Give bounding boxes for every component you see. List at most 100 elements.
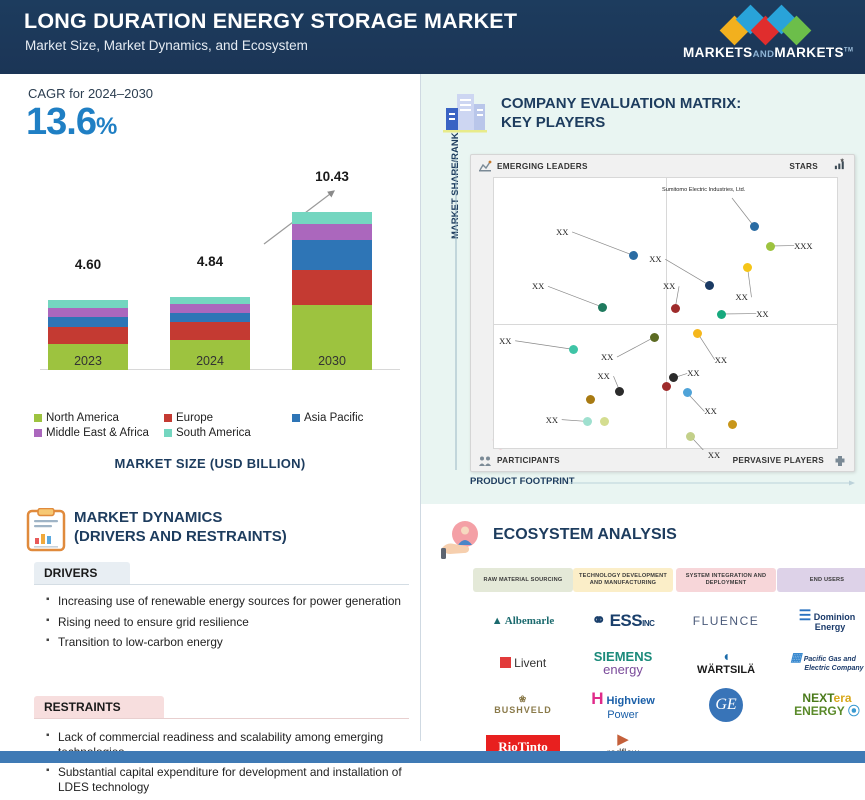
matrix-company-label: XX [708, 450, 720, 460]
restraint-bullet: Substantial capital expenditure for deve… [46, 765, 406, 794]
matrix-company-label: XX [704, 406, 716, 416]
restraints-tab[interactable]: RESTRAINTS [34, 696, 164, 718]
legend-item-north-america: North America [34, 412, 164, 424]
restraints-tab-label: RESTRAINTS [44, 700, 121, 714]
ecosystem-column: RAW MATERIAL SOURCING ▲ Albemarle Livent❀… [473, 568, 573, 770]
matrix-title: COMPANY EVALUATION MATRIX: KEY PLAYERS [501, 94, 841, 132]
logo-wordmark: MARKETSANDMARKETSTM [683, 45, 843, 60]
bar-segment [170, 297, 250, 304]
y-axis-arrow-icon [455, 158, 457, 470]
ecosystem-logo-list: FLUENCE ◖WÄRTSILÄ GE [676, 602, 776, 724]
drivers-tab[interactable]: DRIVERS [34, 562, 130, 584]
matrix-company-dot[interactable] [671, 304, 680, 313]
company-logo-text: ▲ Albemarle [492, 615, 555, 627]
emerging-leaders-icon [478, 160, 492, 172]
matrix-company-label: XX [736, 292, 748, 302]
bar-value-label: 4.60 [28, 257, 148, 272]
buildings-icon [441, 90, 489, 136]
matrix-company-dot[interactable] [600, 417, 609, 426]
page-header: LONG DURATION ENERGY STORAGE MARKET Mark… [0, 0, 865, 74]
legend-label-asia-pacific: Asia Pacific [304, 412, 363, 424]
matrix-company-dot[interactable] [650, 333, 659, 342]
matrix-company-dot[interactable] [569, 345, 578, 354]
matrix-company-label: XX [663, 281, 675, 291]
matrix-company-dot[interactable] [583, 417, 592, 426]
matrix-company-dot[interactable] [598, 303, 607, 312]
quadrant-label-pervasive-players: PERVASIVE PLAYERS [733, 456, 824, 465]
legend-label-south-america: South America [176, 427, 251, 439]
drivers-list: Increasing use of renewable energy sourc… [46, 594, 406, 656]
matrix-company-label: XXX [794, 241, 812, 251]
matrix-company-label: XX [601, 352, 613, 362]
x-axis-arrow-icon [569, 480, 855, 486]
company-logo: ◖WÄRTSILÄ [676, 644, 776, 682]
company-logo-text: Livent [500, 656, 546, 670]
matrix-company-dot[interactable] [705, 281, 714, 290]
market-dynamics-title: MARKET DYNAMICS (DRIVERS AND RESTRAINTS) [74, 508, 404, 546]
cagr-value: 13.6% [26, 101, 116, 144]
legend-row-2: Middle East & Africa South America [34, 427, 404, 439]
legend-item-south-america: South America [164, 427, 251, 439]
company-evaluation-matrix-section: COMPANY EVALUATION MATRIX: KEY PLAYERS M… [421, 74, 865, 504]
marketsandmarkets-logo: MARKETSANDMARKETSTM [683, 8, 843, 66]
restraints-divider [34, 718, 409, 719]
ecosystem-column-header: END USERS [777, 568, 865, 592]
company-logo: ⚭ ESSINC [573, 602, 673, 640]
matrix-company-dot[interactable] [728, 420, 737, 429]
matrix-company-label: XX [598, 371, 610, 381]
matrix-company-dot[interactable] [662, 382, 671, 391]
ecosystem-column-header: RAW MATERIAL SOURCING [473, 568, 573, 592]
participants-icon [478, 455, 492, 467]
bar-segment [48, 308, 128, 317]
logo-markets-1: MARKETS [683, 45, 753, 60]
driver-bullet: Increasing use of renewable energy sourc… [46, 594, 406, 609]
legend-swatch-europe [164, 414, 172, 422]
legend-swatch-south-america [164, 429, 172, 437]
legend-row-1: North America Europe Asia Pacific [34, 412, 404, 424]
stars-icon [833, 158, 847, 170]
drivers-tab-label: DRIVERS [44, 566, 97, 580]
x-axis-tick-label: 2024 [150, 354, 270, 368]
ecosystem-title: ECOSYSTEM ANALYSIS [493, 526, 677, 544]
legend-swatch-north-america [34, 414, 42, 422]
bar-segment [292, 224, 372, 240]
matrix-company-dot[interactable] [766, 242, 775, 251]
pervasive-players-icon [833, 455, 847, 467]
legend-label-middle-east-africa: Middle East & Africa [46, 427, 149, 439]
quadrant-label-emerging-leaders: EMERGING LEADERS [497, 162, 588, 171]
company-logo-text: FLUENCE [693, 614, 760, 628]
bar-segment [292, 270, 372, 305]
matrix-company-label: XX [546, 415, 558, 425]
logo-diamonds-icon [719, 8, 811, 42]
legend-swatch-middle-east-africa [34, 429, 42, 437]
bar-segment [170, 322, 250, 341]
footer-bar [0, 751, 865, 763]
company-logo: GE [676, 686, 776, 724]
chart-title: MARKET SIZE (USD BILLION) [0, 456, 420, 471]
matrix-company-dot[interactable] [693, 329, 702, 338]
matrix-company-dot[interactable] [717, 310, 726, 319]
logo-markets-2: MARKETS [774, 45, 844, 60]
ecosystem-analysis-section: ECOSYSTEM ANALYSIS RAW MATERIAL SOURCING… [421, 504, 865, 741]
matrix-company-label: XX [756, 309, 768, 319]
stacked-bar [292, 212, 372, 370]
bar-segment [48, 327, 128, 344]
cagr-percent: % [96, 113, 116, 140]
page-subtitle: Market Size, Market Dynamics, and Ecosys… [25, 38, 308, 53]
bar-segment [292, 240, 372, 270]
matrix-company-label: XX [715, 355, 727, 365]
quadrant-label-stars: STARS [789, 162, 818, 171]
matrix-company-dot[interactable] [686, 432, 695, 441]
